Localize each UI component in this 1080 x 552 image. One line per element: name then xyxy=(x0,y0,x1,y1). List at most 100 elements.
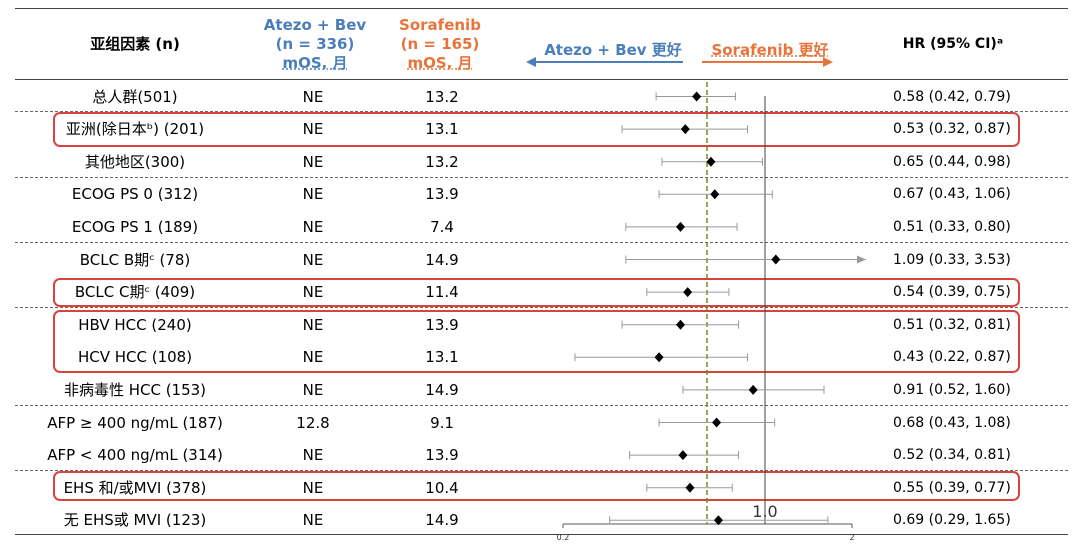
hr-point-diamond xyxy=(712,417,722,428)
sorafenib-mos-value: 14.9 xyxy=(425,511,459,530)
favors-sorafenib-arrowhead xyxy=(823,57,833,67)
atezo-mos-value: NE xyxy=(302,348,324,367)
atezo-header-mos: mOS, 月 xyxy=(282,54,348,72)
hr-ci-value: 0.54 (0.39, 0.75) xyxy=(893,284,1011,301)
atezo-mos-value: NE xyxy=(302,380,324,399)
subgroup-label: AFP ≥ 400 ng/mL (187) xyxy=(47,413,223,432)
subgroup-label: BCLC C期ᶜ (409) xyxy=(74,283,196,302)
hr-ci-value: 0.67 (0.43, 1.06) xyxy=(893,186,1011,203)
subgroup-header: 亚组因素 (n) xyxy=(90,35,180,53)
sorafenib-header-n: (n = 165) xyxy=(400,35,480,53)
hr-ci-value: 0.43 (0.22, 0.87) xyxy=(893,349,1011,366)
highlight-ehs-mvi xyxy=(53,471,1020,501)
sorafenib-mos-value: 13.9 xyxy=(425,446,459,465)
header-rule xyxy=(15,79,1068,80)
subgroup-label: 总人群(501) xyxy=(92,87,178,106)
hr-ci-value: 0.52 (0.34, 0.81) xyxy=(893,447,1011,464)
subgroup-label: EHS 和/或MVI (378) xyxy=(63,478,207,497)
hr-point-diamond xyxy=(683,287,693,298)
hr-ci-value: 0.51 (0.33, 0.80) xyxy=(893,218,1011,235)
atezo-header-name: Atezo + Bev xyxy=(263,16,367,34)
hr-point-diamond xyxy=(685,482,695,493)
atezo-mos-value: NE xyxy=(302,87,324,106)
hr-point-diamond xyxy=(678,450,688,461)
separator-after-afp xyxy=(15,470,1068,471)
favors-atezo-label: Atezo + Bev 更好 xyxy=(544,41,682,59)
hr-ci-value: 0.58 (0.42, 0.79) xyxy=(893,88,1011,105)
separator-after-bclc xyxy=(15,307,1068,308)
sorafenib-mos-value: 7.4 xyxy=(430,217,454,236)
atezo-mos-value: NE xyxy=(302,152,324,171)
atezo-mos-value: NE xyxy=(302,511,324,530)
ci-overflow-arrow xyxy=(857,255,866,264)
atezo-mos-value: NE xyxy=(302,478,324,497)
favors-sorafenib-label: Sorafenib 更好 xyxy=(711,41,829,59)
reference-line-label: 1.0 xyxy=(752,502,777,521)
sorafenib-mos-value: 10.4 xyxy=(425,478,459,497)
sorafenib-mos-value: 13.9 xyxy=(425,185,459,204)
hr-ci-value: 0.69 (0.29, 1.65) xyxy=(893,512,1011,529)
subgroup-label: HBV HCC (240) xyxy=(78,315,192,334)
hr-ci-value: 0.68 (0.43, 1.08) xyxy=(893,414,1011,431)
hr-header: HR (95% CI)ᵃ xyxy=(902,36,1004,52)
sorafenib-mos-value: 13.2 xyxy=(425,152,459,171)
hr-point-diamond xyxy=(692,91,702,102)
x-axis-tick-label: 2 xyxy=(849,533,854,542)
sorafenib-mos-value: 13.9 xyxy=(425,315,459,334)
hr-ci-value: 0.65 (0.44, 0.98) xyxy=(893,153,1011,170)
atezo-mos-value: NE xyxy=(302,446,324,465)
hr-ci-value: 0.53 (0.32, 0.87) xyxy=(893,121,1011,138)
sorafenib-mos-value: 11.4 xyxy=(425,283,459,302)
subgroup-label: 非病毒性 HCC (153) xyxy=(63,380,207,399)
atezo-mos-value: NE xyxy=(302,217,324,236)
subgroup-label: BCLC B期ᶜ (78) xyxy=(79,250,191,269)
hr-point-diamond xyxy=(713,515,723,526)
sorafenib-mos-value: 13.2 xyxy=(425,87,459,106)
bottom-rule xyxy=(15,534,1068,535)
separator-after-region xyxy=(15,177,1068,178)
atezo-mos-value: NE xyxy=(302,120,324,139)
hr-ci-value: 0.91 (0.52, 1.60) xyxy=(893,381,1011,398)
atezo-header: Atezo + Bev (n = 336) mOS, 月 xyxy=(245,16,385,73)
sorafenib-header-name: Sorafenib xyxy=(399,16,481,34)
separator-after-ecog xyxy=(15,242,1068,243)
atezo-mos-value: NE xyxy=(302,185,324,204)
sorafenib-mos-value: 14.9 xyxy=(425,250,459,269)
favors-arrows xyxy=(526,57,833,67)
top-rule xyxy=(15,8,1068,9)
hr-point-diamond xyxy=(654,352,664,363)
subgroup-label: 无 EHS或 MVI (123) xyxy=(63,511,207,530)
subgroup-label: ECOG PS 1 (189) xyxy=(71,217,199,236)
highlight-asia xyxy=(53,112,1020,147)
separator-after-etiology xyxy=(15,405,1068,406)
subgroup-label: HCV HCC (108) xyxy=(77,348,193,367)
subgroup-label: 亚洲(除日本ᵇ) (201) xyxy=(65,120,205,139)
hr-point-diamond xyxy=(748,384,758,395)
hr-ci-value: 0.55 (0.39, 0.77) xyxy=(893,479,1011,496)
highlight-viral-hcc xyxy=(53,310,1020,373)
atezo-mos-value: NE xyxy=(302,250,324,269)
subgroup-label: AFP < 400 ng/mL (314) xyxy=(47,446,223,465)
sorafenib-header-mos: mOS, 月 xyxy=(407,54,473,72)
sorafenib-mos-value: 13.1 xyxy=(425,120,459,139)
sorafenib-mos-value: 14.9 xyxy=(425,380,459,399)
subgroup-label: 其他地区(300) xyxy=(84,152,186,171)
hr-point-diamond xyxy=(706,156,716,167)
subgroup-label: ECOG PS 0 (312) xyxy=(71,185,199,204)
hr-point-diamond xyxy=(675,319,685,330)
x-axis-tick-label: 0.2 xyxy=(557,533,570,542)
atezo-mos-value: 12.8 xyxy=(296,413,330,432)
sorafenib-mos-value: 13.1 xyxy=(425,348,459,367)
atezo-header-n: (n = 336) xyxy=(275,35,355,53)
hr-ci-value: 1.09 (0.33, 3.53) xyxy=(893,251,1011,268)
hr-point-diamond xyxy=(710,189,720,200)
separator-after-overall xyxy=(15,111,1068,112)
hr-ci-value: 0.51 (0.32, 0.81) xyxy=(893,316,1011,333)
hr-point-diamond xyxy=(680,124,690,135)
atezo-mos-value: NE xyxy=(302,315,324,334)
favors-atezo-arrowhead xyxy=(526,57,536,67)
atezo-mos-value: NE xyxy=(302,283,324,302)
hr-point-diamond xyxy=(675,221,685,232)
sorafenib-header: Sorafenib (n = 165) mOS, 月 xyxy=(370,16,510,73)
